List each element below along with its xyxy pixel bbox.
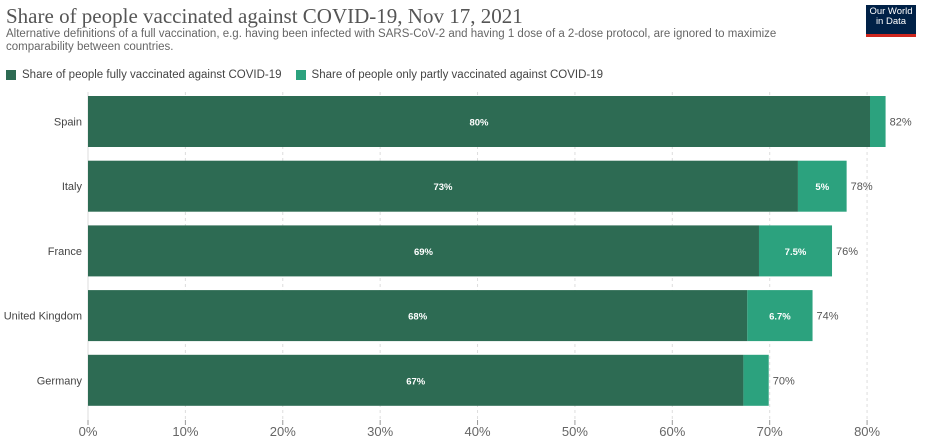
logo-line-1: Our World — [869, 6, 913, 17]
x-tick-label: 30% — [367, 424, 393, 439]
x-tick-label: 50% — [562, 424, 588, 439]
bar-label-fully: 67% — [406, 376, 426, 387]
x-tick-label: 10% — [172, 424, 198, 439]
bar-partly — [870, 96, 886, 147]
bar-label-partly: 7.5% — [785, 247, 807, 258]
bar-total-label: 78% — [851, 181, 873, 193]
x-tick-label: 0% — [79, 424, 98, 439]
bar-total-label: 74% — [817, 311, 839, 323]
bar-label-fully: 80% — [469, 118, 489, 129]
bar-label-fully: 73% — [433, 182, 453, 193]
category-label: France — [48, 246, 82, 258]
bar-fully — [88, 96, 870, 147]
chart-legend: Share of people fully vaccinated against… — [6, 69, 617, 81]
bar-fully — [88, 160, 798, 212]
x-tick-label: 80% — [854, 424, 880, 439]
x-tick-label: 60% — [659, 424, 685, 439]
bar-total-label: 82% — [890, 117, 912, 129]
legend-swatch-partly — [295, 70, 306, 80]
category-label: Spain — [54, 117, 82, 129]
category-label: Italy — [62, 181, 83, 193]
bar-fully — [88, 290, 748, 342]
legend-item-fully[interactable]: Share of people fully vaccinated against… — [6, 69, 282, 81]
bar-partly — [747, 290, 813, 342]
category-label: United Kingdom — [4, 311, 82, 323]
category-label: Germany — [37, 375, 83, 387]
bar-fully — [88, 225, 759, 277]
chart-title: Share of people vaccinated against COVID… — [6, 4, 523, 28]
bar-partly — [743, 354, 769, 406]
bar-label-fully: 69% — [414, 247, 434, 258]
legend-item-partly[interactable]: Share of people only partly vaccinated a… — [295, 69, 604, 81]
chart-subtitle: Alternative definitions of a full vaccin… — [6, 28, 777, 53]
bar-label-partly: 6.7% — [769, 312, 791, 323]
bar-label-partly: 5% — [815, 182, 829, 193]
bar-total-label: 70% — [773, 375, 795, 387]
x-tick-label: 40% — [465, 424, 491, 439]
legend-label-fully: Share of people fully vaccinated against… — [22, 69, 282, 81]
legend-label-partly: Share of people only partly vaccinated a… — [311, 69, 604, 81]
bar-partly — [758, 225, 833, 277]
owid-logo[interactable]: Our World in Data — [866, 5, 916, 37]
bar-partly — [797, 160, 847, 212]
bar-total-label: 76% — [836, 246, 858, 258]
logo-line-2: in Data — [875, 16, 907, 27]
bar-label-fully: 68% — [408, 312, 428, 323]
x-tick-label: 70% — [757, 424, 783, 439]
legend-swatch-fully — [6, 70, 16, 80]
bar-fully — [88, 354, 744, 406]
x-tick-label: 20% — [270, 424, 296, 439]
